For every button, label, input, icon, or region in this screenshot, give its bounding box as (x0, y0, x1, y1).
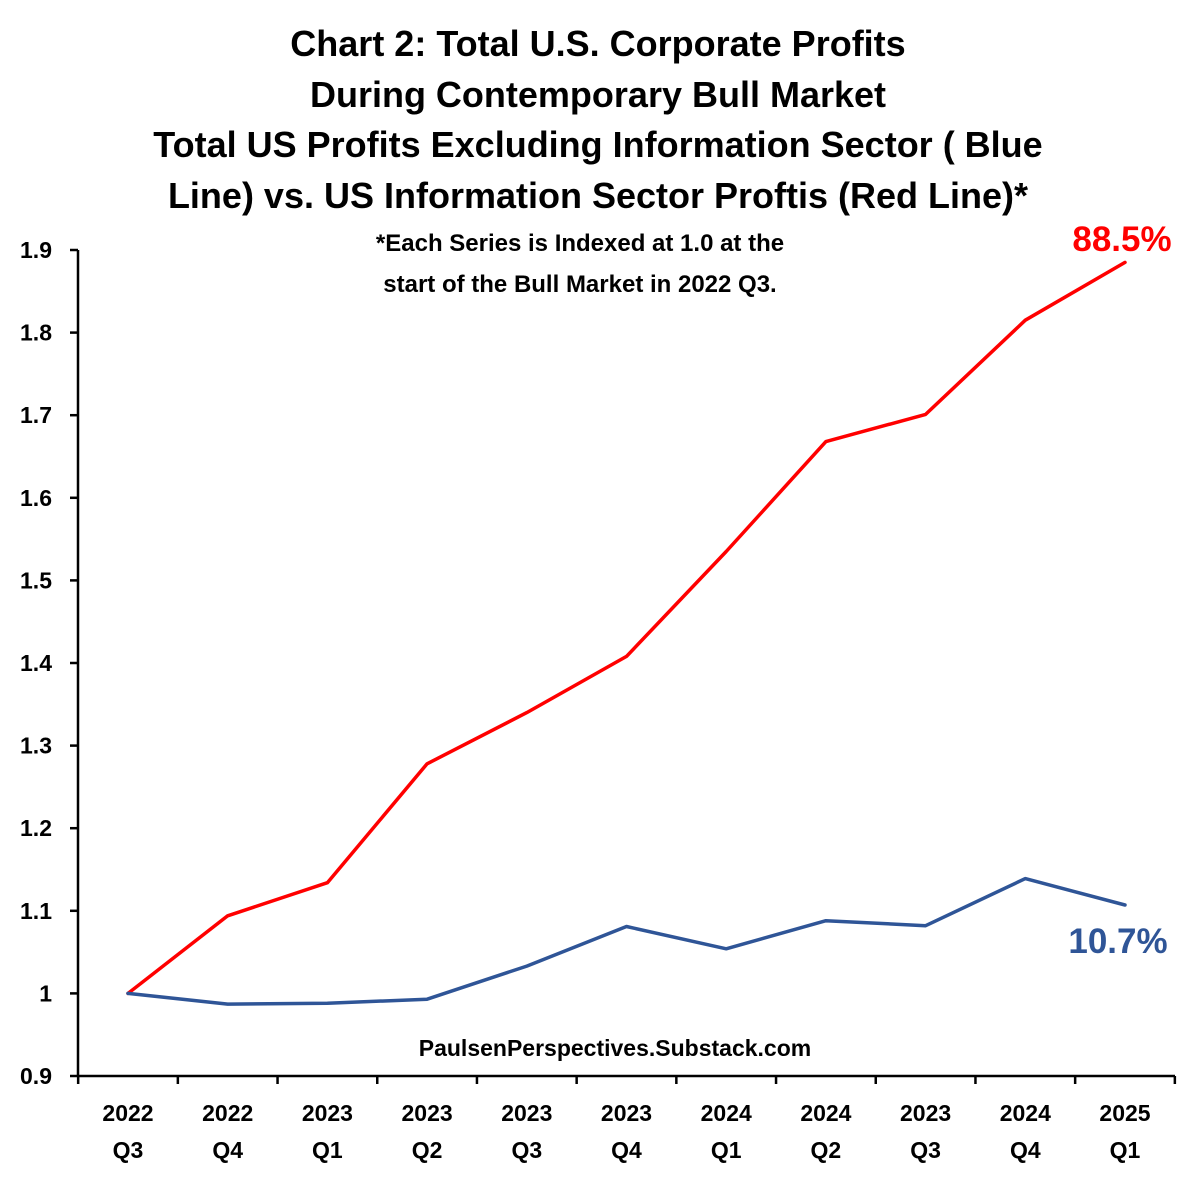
y-tick-label: 1.6 (20, 485, 52, 511)
y-tick-label: 1 (39, 980, 52, 1006)
x-tick-label-year: 2023 (402, 1100, 453, 1126)
x-axis-ticks: 2022 Q3 2022 Q4 2023 Q1 2023 Q2 2023 Q3 2023 Q4 2024… (76, 1076, 1177, 1163)
x-tick-label-quarter: Q2 (811, 1137, 842, 1163)
x-tick-label-year: 2023 (501, 1100, 552, 1126)
x-tick-label-year: 2023 (302, 1100, 353, 1126)
x-tick-label-quarter: Q1 (312, 1137, 343, 1163)
x-tick-label-year: 2023 (900, 1100, 951, 1126)
x-tick-label-year: 2022 (102, 1100, 153, 1126)
x-tick-label-year: 2024 (1000, 1100, 1051, 1126)
y-tick-label: 1.4 (20, 650, 52, 676)
x-tick-label-quarter: Q3 (511, 1137, 542, 1163)
y-tick-label: 1.8 (20, 320, 52, 346)
x-tick-label-year: 2022 (202, 1100, 253, 1126)
y-tick-label: 1.2 (20, 815, 52, 841)
x-tick-label-quarter: Q3 (910, 1137, 941, 1163)
y-tick-label: 1.3 (20, 733, 52, 759)
source-label: PaulsenPerspectives.Substack.com (419, 1035, 811, 1061)
blue-series-end-label: 10.7% (1068, 922, 1167, 961)
x-tick-label-quarter: Q4 (1010, 1137, 1041, 1163)
chart-title-line-3: Total US Profits Excluding Information S… (153, 124, 1042, 165)
chart-title-line-4: Line) vs. US Information Sector Proftis … (168, 175, 1028, 216)
y-tick-label: 1.1 (20, 898, 52, 924)
y-tick-label: 1.9 (20, 237, 52, 263)
x-tick-label-quarter: Q4 (212, 1137, 243, 1163)
y-tick-label: 0.9 (20, 1063, 52, 1089)
x-tick-label-year: 2024 (701, 1100, 752, 1126)
red-series-line (126, 260, 1127, 996)
x-tick-label-year: 2024 (800, 1100, 851, 1126)
red-series-end-label: 88.5% (1072, 220, 1171, 259)
y-axis-ticks: 0.9 1 1.1 1.2 1.3 1.4 1.5 1.6 1.7 1.8 1.9 (20, 237, 78, 1089)
x-tick-label-quarter: Q3 (113, 1137, 144, 1163)
x-tick-label-quarter: Q2 (412, 1137, 443, 1163)
chart-note-line-2: start of the Bull Market in 2022 Q3. (383, 271, 776, 298)
x-tick-label-year: 2023 (601, 1100, 652, 1126)
chart-note-line-1: *Each Series is Indexed at 1.0 at the (376, 230, 784, 257)
x-tick-label-year: 2025 (1099, 1100, 1150, 1126)
blue-series-line (126, 876, 1127, 1006)
x-tick-label-quarter: Q4 (611, 1137, 642, 1163)
x-tick-label-quarter: Q1 (1110, 1137, 1141, 1163)
chart-title-line-1: Chart 2: Total U.S. Corporate Profits (290, 23, 905, 64)
series-lines (126, 260, 1127, 1006)
chart-title-line-2: During Contemporary Bull Market (310, 74, 886, 115)
y-tick-label: 1.7 (20, 402, 52, 428)
y-tick-label: 1.5 (20, 567, 52, 593)
x-tick-label-quarter: Q1 (711, 1137, 742, 1163)
